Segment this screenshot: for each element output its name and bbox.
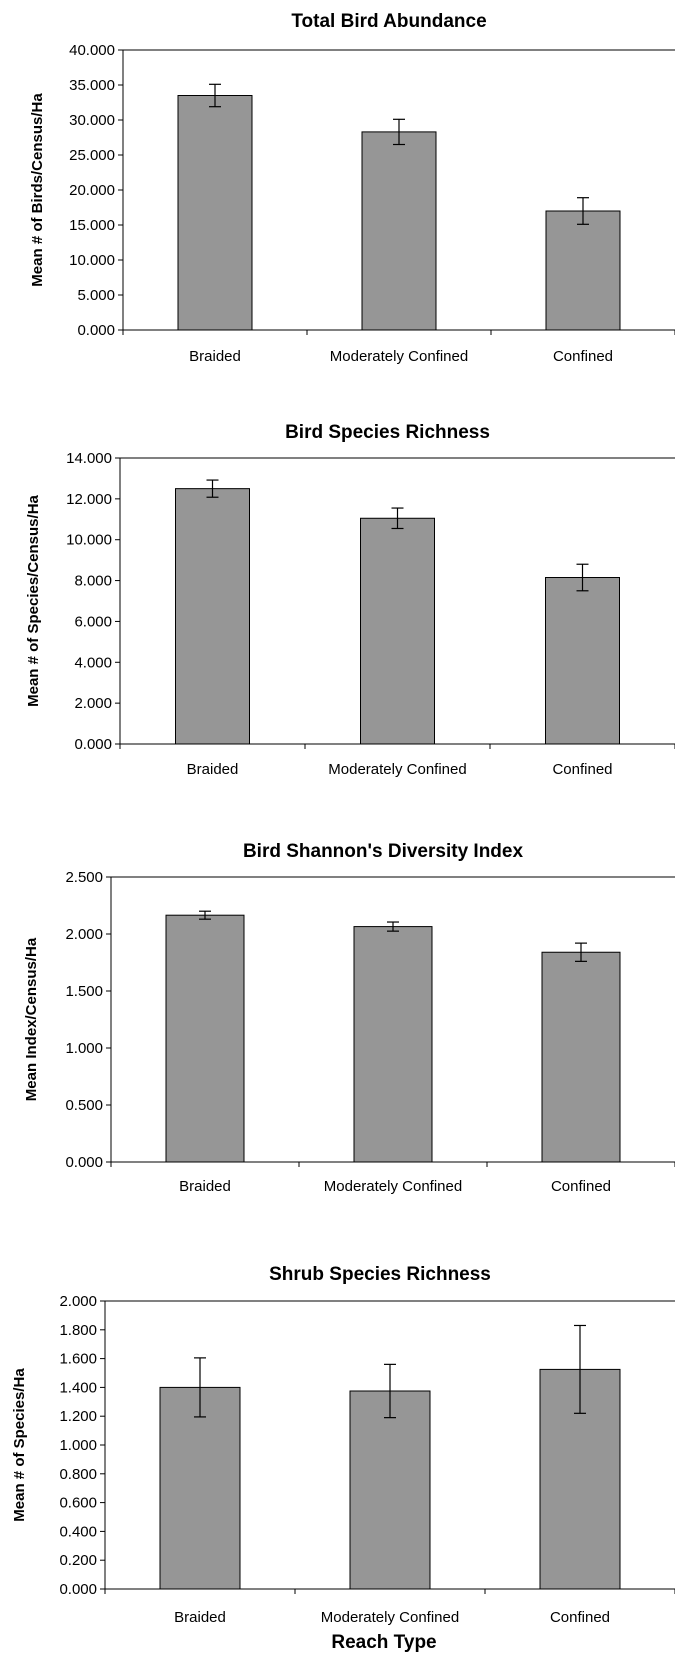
x-category-label: Braided — [187, 761, 239, 778]
y-tick-label: 35.000 — [69, 77, 115, 94]
chart-4: Shrub Species Richness Mean # of Species/… — [11, 1264, 675, 1653]
chart-title: Bird Shannon's Diversity Index — [243, 841, 524, 862]
y-tick-label: 0.500 — [65, 1097, 103, 1114]
y-tick-label: 2.000 — [59, 1293, 97, 1310]
y-tick-label: 2.000 — [74, 695, 112, 712]
y-tick-label: 1.000 — [65, 1040, 103, 1057]
bar-braided — [177, 95, 253, 331]
y-tick-label: 25.000 — [69, 147, 115, 164]
y-axis-label: Mean # of Species/Census/Ha — [25, 494, 42, 706]
y-tick-label: 1.000 — [59, 1437, 97, 1454]
bar-confined — [545, 210, 621, 331]
bar-moderately-confined — [353, 926, 433, 1163]
x-category-label: Braided — [174, 1609, 226, 1626]
x-category-label: Confined — [552, 761, 612, 778]
y-tick-label: 40.000 — [69, 42, 115, 59]
y-tick-label: 1.400 — [59, 1379, 97, 1396]
y-tick-label: 2.500 — [65, 869, 103, 886]
y-tick-label: 0.400 — [59, 1523, 97, 1540]
y-tick-label: 6.000 — [74, 613, 112, 630]
bar-moderately-confined — [349, 1390, 431, 1590]
x-category-label: Confined — [551, 1178, 611, 1195]
y-tick-label: 10.000 — [69, 252, 115, 269]
y-tick-label: 1.500 — [65, 983, 103, 1000]
y-tick-label: 1.800 — [59, 1322, 97, 1339]
x-category-label: Confined — [550, 1609, 610, 1626]
chart-title: Total Bird Abundance — [291, 11, 486, 32]
x-category-label: Moderately Confined — [324, 1178, 462, 1195]
y-tick-label: 1.200 — [59, 1408, 97, 1425]
y-tick-label: 0.800 — [59, 1466, 97, 1483]
y-tick-label: 0.000 — [74, 736, 112, 753]
y-tick-label: 1.600 — [59, 1351, 97, 1368]
y-tick-label: 12.000 — [66, 491, 112, 508]
x-category-label: Moderately Confined — [321, 1609, 459, 1626]
y-tick-label: 20.000 — [69, 182, 115, 199]
y-tick-label: 0.200 — [59, 1552, 97, 1569]
chart-3: Bird Shannon's Diversity Index Mean Index… — [23, 841, 675, 1195]
bar-confined — [545, 577, 620, 745]
y-tick-label: 8.000 — [74, 573, 112, 590]
bar-braided — [159, 1386, 241, 1590]
y-tick-label: 0.000 — [65, 1154, 103, 1171]
bar-moderately-confined — [360, 517, 435, 745]
x-category-label: Braided — [189, 348, 241, 365]
y-tick-label: 0.600 — [59, 1495, 97, 1512]
y-tick-label: 15.000 — [69, 217, 115, 234]
x-axis-title: Reach Type — [331, 1632, 436, 1653]
chart-2: Bird Species Richness Mean # of Species/C… — [25, 422, 675, 778]
bar-braided — [165, 914, 245, 1163]
x-category-label: Moderately Confined — [330, 348, 468, 365]
chart-title: Shrub Species Richness — [269, 1264, 491, 1285]
y-tick-label: 2.000 — [65, 926, 103, 943]
x-category-label: Braided — [179, 1178, 231, 1195]
y-axis-label: Mean # of Birds/Census/Ha — [29, 93, 46, 287]
y-tick-label: 0.000 — [77, 322, 115, 339]
y-tick-label: 14.000 — [66, 450, 112, 467]
y-axis-label: Mean # of Species/Ha — [11, 1368, 28, 1522]
bar-confined — [541, 951, 621, 1163]
y-tick-label: 30.000 — [69, 112, 115, 129]
chart-title: Bird Species Richness — [285, 422, 490, 443]
y-tick-label: 10.000 — [66, 532, 112, 549]
y-axis-label: Mean Index/Census/Ha — [23, 937, 40, 1101]
y-tick-label: 5.000 — [77, 287, 115, 304]
x-category-label: Moderately Confined — [328, 761, 466, 778]
y-tick-label: 0.000 — [59, 1581, 97, 1598]
bar-moderately-confined — [361, 131, 437, 331]
chart-1: Total Bird Abundance Mean # of Birds/Cens… — [29, 11, 675, 365]
bar-braided — [175, 488, 250, 745]
y-tick-label: 4.000 — [74, 654, 112, 671]
x-category-label: Confined — [553, 348, 613, 365]
